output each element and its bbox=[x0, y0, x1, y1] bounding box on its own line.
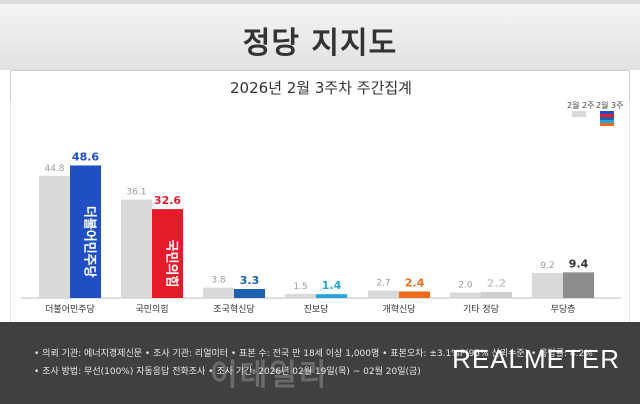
legend-swatch-curr bbox=[600, 114, 614, 117]
subtitle-box: 2026년 2월 3주차 주간집계 bbox=[10, 70, 630, 102]
chart-subtitle: 2026년 2월 3주차 주간집계 bbox=[230, 79, 412, 97]
value-label-prev: 36.1 bbox=[126, 188, 146, 198]
category-label: 더불어민주당 bbox=[45, 304, 95, 315]
bar-curr bbox=[152, 209, 183, 298]
value-label-curr: 2.4 bbox=[405, 276, 425, 289]
category-label: 국민의힘 bbox=[135, 304, 168, 315]
bar-curr bbox=[316, 294, 347, 298]
bar-curr bbox=[70, 165, 101, 298]
legend-swatch-prev bbox=[572, 111, 586, 117]
chart-title: 정당 지지도 bbox=[242, 26, 398, 61]
legend-curr-label: 2월 3주 bbox=[596, 101, 624, 110]
category-label: 조국혁신당 bbox=[213, 304, 254, 315]
category-label: 기타 정당 bbox=[463, 304, 499, 315]
brand-logo: REALMETER bbox=[452, 344, 620, 374]
value-label-prev: 3.8 bbox=[211, 276, 226, 286]
bar-prev bbox=[39, 175, 70, 298]
legend-swatch-curr bbox=[600, 117, 614, 120]
value-label-curr: 32.6 bbox=[154, 194, 181, 207]
legend-prev-label: 2월 2주 bbox=[567, 101, 595, 110]
legend-swatch-curr bbox=[600, 120, 614, 123]
bar-prev bbox=[532, 272, 563, 298]
category-label: 진보당 bbox=[304, 304, 329, 315]
value-label-prev: 2.0 bbox=[458, 281, 473, 291]
footer-survey-info: • 의뢰 기관: 에너지경제신문 • 조사 기관: 리얼미터 • 표본 수: 전… bbox=[34, 349, 593, 359]
category-label: 무당층 bbox=[551, 304, 576, 315]
value-label-curr: 2.2 bbox=[487, 277, 507, 290]
bar-curr bbox=[481, 292, 512, 298]
watermark: 이데일리 bbox=[210, 358, 329, 393]
legend-swatch-curr bbox=[600, 123, 614, 126]
value-label-prev: 2.7 bbox=[376, 279, 390, 289]
value-label-curr: 1.4 bbox=[322, 279, 342, 292]
bar-curr bbox=[399, 291, 430, 298]
value-label-prev: 44.8 bbox=[44, 164, 64, 174]
value-label-prev: 1.5 bbox=[293, 282, 307, 292]
bar-prev bbox=[368, 290, 399, 298]
title-bar: 정당 지지도 bbox=[0, 0, 640, 70]
value-label-curr: 9.4 bbox=[569, 257, 589, 270]
bar-curr bbox=[234, 289, 265, 298]
bar-prev bbox=[285, 293, 316, 298]
value-label-prev: 9.2 bbox=[540, 261, 554, 271]
value-label-curr: 48.6 bbox=[72, 150, 99, 163]
category-label: 개혁신당 bbox=[382, 304, 415, 315]
bar-chart: 44.8 48.6 더불어민주당 36.1 32.6 국민의힘 3.8 3.3 조국혁신당 1.5… bbox=[21, 111, 621, 315]
bar-prev bbox=[121, 199, 152, 298]
footer: • 의뢰 기관: 에너지경제신문 • 조사 기관: 리얼미터 • 표본 수: 전… bbox=[0, 322, 640, 404]
footer-survey-method: • 조사 방법: 무선(100%) 자동응답 전화조사 • 조사 기간: 202… bbox=[34, 367, 421, 377]
bar-curr bbox=[563, 272, 594, 298]
bar-prev bbox=[450, 292, 481, 298]
legend-swatch-curr bbox=[600, 111, 614, 114]
bar-party-name: 국민의힘 bbox=[164, 240, 180, 288]
bar-party-name: 더불어민주당 bbox=[82, 206, 98, 278]
bar-prev bbox=[203, 287, 234, 298]
chart-area: 44.8 48.6 더불어민주당 36.1 32.6 국민의힘 3.8 3.3 조국혁신당 1.5… bbox=[10, 102, 630, 322]
value-label-curr: 3.3 bbox=[240, 274, 260, 287]
